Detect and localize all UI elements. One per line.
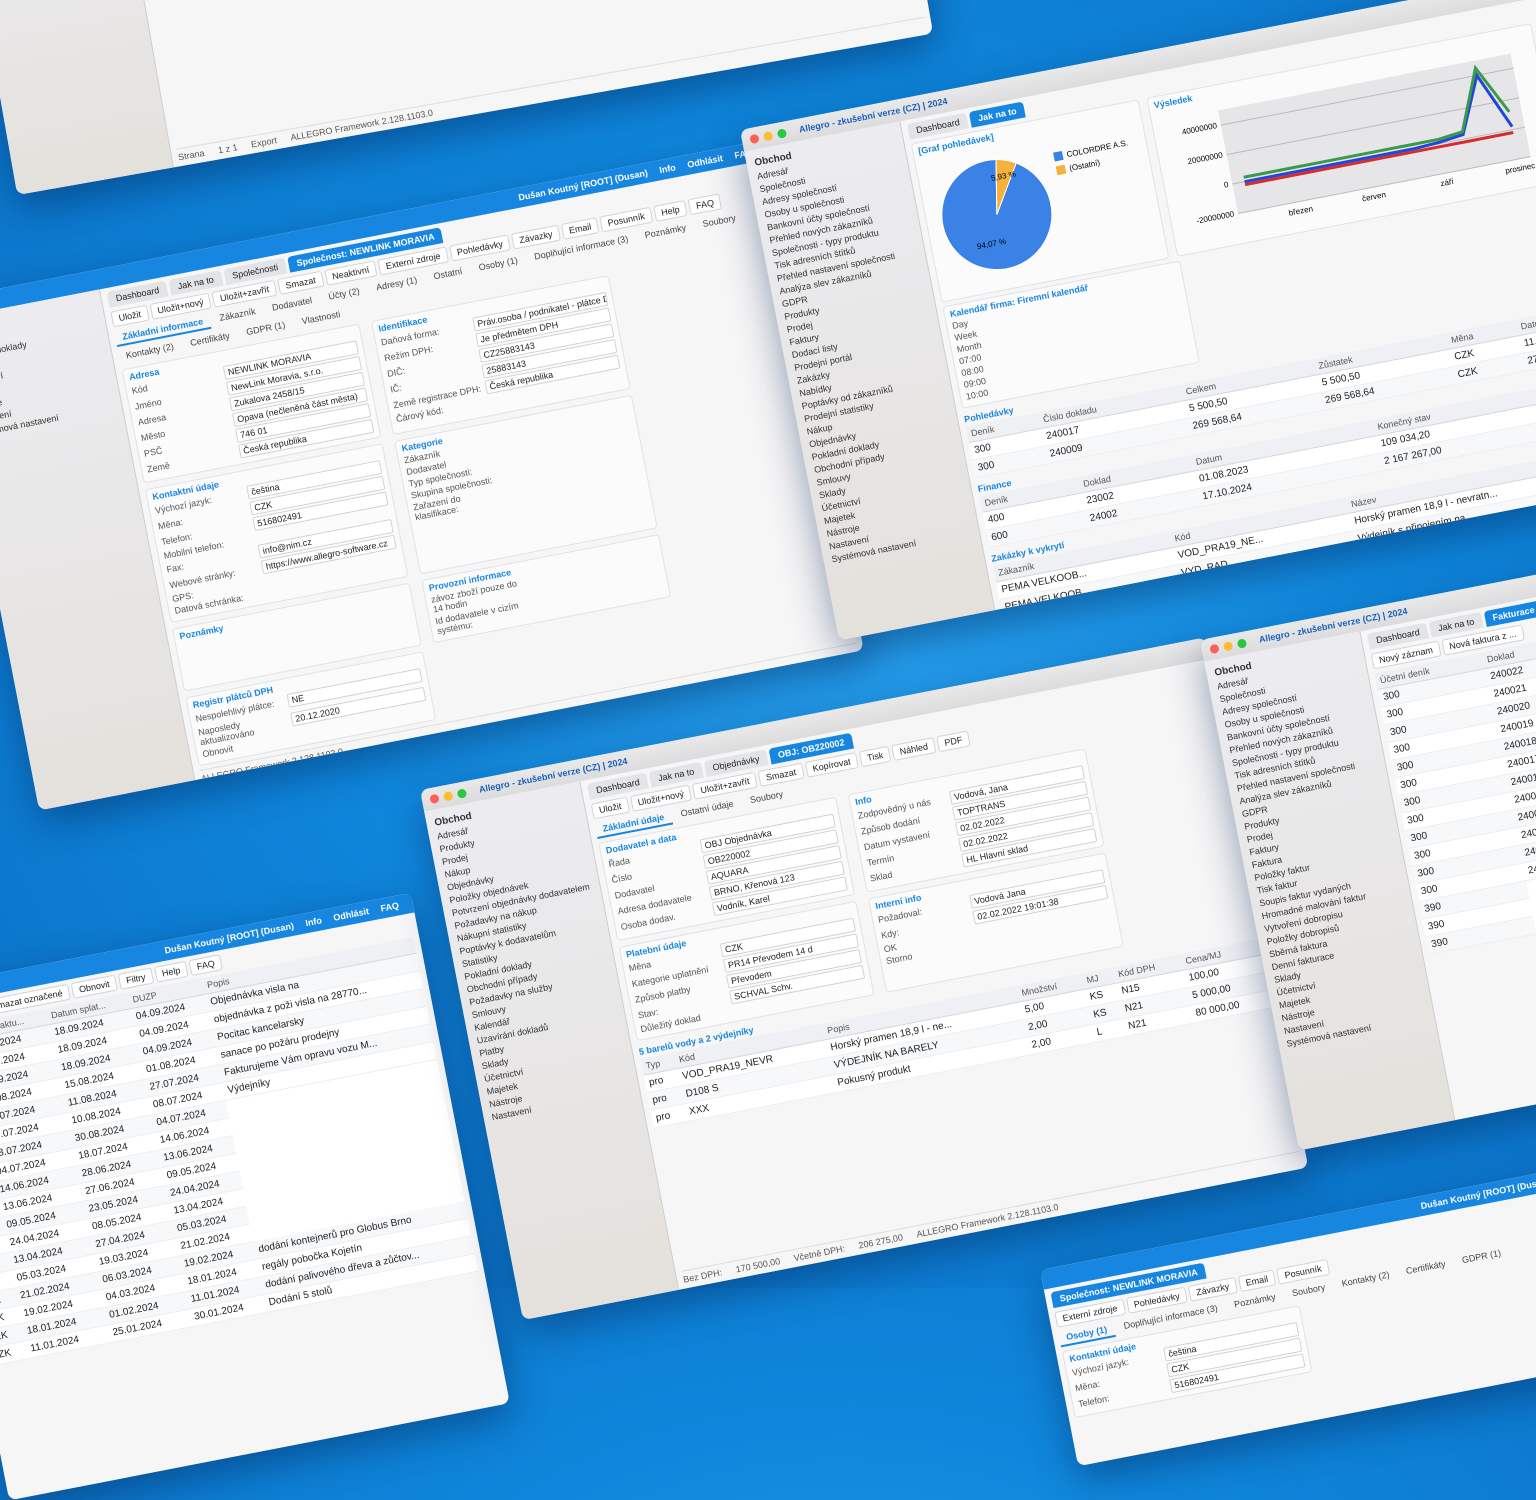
window-control[interactable] [1236,637,1248,649]
app-window: Dušan Koutný [ROOT] (Dusan)InfoSpolečnos… [1040,1163,1536,1467]
window-control[interactable] [1222,640,1234,652]
x-tick-label: září [1440,177,1456,189]
status-text: ALLEGRO Framework 2.128.1103.0 [915,1201,1060,1240]
status-text: Strana [177,147,206,163]
toolbar-button[interactable]: FAQ [687,193,723,216]
grid-line [1220,67,1514,126]
status-text: Bez DPH: [682,1267,724,1285]
chart-panel: Výsledek -20000000 0 20000000 40000000 březen… [1146,23,1536,257]
window-body: Obchod Adresář Společnosti Adresy společnos… [744,0,1536,641]
legend-label: (Ostatní) [1069,158,1102,173]
series-line [1243,64,1511,179]
window-control[interactable] [429,793,440,804]
legend-label: COLORDRE A.S. [1066,138,1129,159]
toolbar-button[interactable]: Email [560,217,600,240]
x-tick-label: červen [1361,190,1386,203]
app-window: Dušan Koutný [ROOT] (Dusan) Info Odhlásit F… [0,139,864,811]
toolbar-button[interactable]: Filtry [117,967,154,990]
y-tick-label: 0 [1223,180,1230,190]
window-control[interactable] [749,133,760,144]
window-control[interactable] [456,787,468,799]
user-link[interactable]: Info [658,162,677,176]
window-control[interactable] [1209,643,1220,654]
subtab[interactable]: Ostatní [432,265,464,282]
pie-slice [995,159,1017,215]
user-link[interactable]: FAQ [379,900,400,914]
status-text: Export [250,135,278,150]
chart: 94,07 %COLORDRE A.S.5,93 %(Ostatní) [941,138,1129,271]
window-control[interactable] [762,130,774,142]
window-body: Obchod Adresář Produkty Prodej Nákup Objednáv… [424,659,1308,1321]
series-line [1244,131,1514,187]
subtab[interactable]: Soubory [701,212,737,229]
grid-line [1237,156,1531,214]
status-text: 1 z 1 [217,142,239,156]
x-tick-label: březen [1288,204,1314,218]
chart-panel: [Graf pohledávek] 94,07 % COLORDRE A.S. 5,9… [910,99,1170,303]
status-text: 206 275,00 [857,1232,904,1251]
window-control[interactable] [442,790,454,802]
toolbar-button[interactable]: Help [652,200,688,222]
app-window: Allegro - zkušební verze (CZ) | 2024 Obch… [740,0,1536,641]
window-control[interactable] [776,127,788,139]
toolbar-button[interactable]: Email [1237,1269,1277,1293]
toolbar-button[interactable]: PDF [936,730,971,753]
user-link[interactable]: Odhlásit [332,906,370,923]
y-tick-label: 40000000 [1181,121,1218,137]
status-text: ALLEGRO Framework 2.128.1103.0 [1139,590,1284,611]
toolbar-button[interactable]: Help [153,960,189,983]
window-body: ProdejNákupPokladní dokladySkladyÚčetnic… [0,159,864,811]
app-window: Allegro - zkušební verze (CZ) | 2024 Obch… [420,637,1309,1321]
chart-row: [Graf pohledávek] 94,07 % COLORDRE A.S. 5,9… [910,8,1536,303]
window-body: Zrušit výběrSmazat označenéObnovitFiltry… [0,912,510,1500]
legend-swatch [1055,164,1067,176]
toolbar-button[interactable]: Tisk [858,745,892,768]
toolbar-button[interactable]: Uložit [590,796,630,820]
toolbar-button[interactable]: Uložit [110,304,150,328]
y-tick-label: -20000000 [1196,209,1236,225]
table-cell: CZK [0,1341,29,1367]
side-menu: nastavení [0,0,174,195]
status-text: 170 500,00 [734,1256,781,1275]
page: (() => { const data = JSON.parse(documen… [0,0,1536,1419]
main-area: Dashboard Jak na to [Graf pohledávek] 94,07… [900,0,1536,611]
user-link[interactable]: Info [304,915,323,929]
y-tick-label: 20000000 [1187,150,1224,166]
subtab[interactable]: Účty (2) [327,285,361,302]
x-tick-label: prosinec [1505,161,1536,176]
app-window: Dušan Koutný [ROOT] (Dusan) Info Odhlásit F… [0,892,510,1500]
legend-swatch [1053,150,1064,162]
main-area: Zrušit výběrSmazat označenéObnovitFiltry… [0,912,510,1500]
user-link[interactable]: Odhlásit [686,153,724,170]
chart: -20000000 0 20000000 40000000 březen červen zá… [1181,53,1536,226]
status-text: Včetně DPH: [792,1243,846,1264]
status-text: ALLEGRO Framework 2.128.1103.0 [289,107,434,143]
toolbar-button[interactable]: FAQ [188,954,224,977]
